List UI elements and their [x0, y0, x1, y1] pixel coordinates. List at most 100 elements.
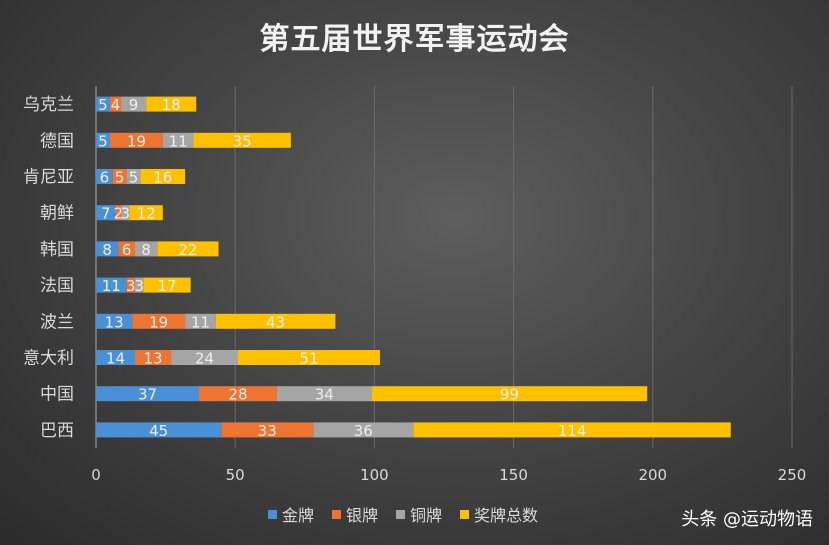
bar-segment-金牌	[96, 350, 135, 365]
data-label: 5	[98, 132, 108, 150]
bar-segment-奖牌总数	[371, 386, 648, 402]
bar-segment-奖牌总数	[413, 422, 731, 438]
bar-segment-银牌	[126, 277, 135, 293]
bar-segment-铜牌	[276, 386, 372, 402]
bar-segment-奖牌总数	[215, 313, 336, 329]
bar-segment-金牌	[96, 422, 222, 438]
legend-swatch	[396, 509, 406, 519]
data-label: 14	[106, 350, 125, 368]
bar-segment-铜牌	[126, 169, 141, 184]
bar-segment-金牌	[96, 313, 133, 329]
x-tick-label: 250	[778, 466, 807, 484]
bar-segment-奖牌总数	[129, 205, 163, 221]
x-tick-label: 50	[226, 466, 245, 484]
data-label: 7	[101, 205, 111, 223]
bar-segment-奖牌总数	[193, 132, 291, 148]
bar-segment-银牌	[221, 422, 314, 438]
legend-item: 银牌	[332, 502, 378, 526]
data-label: 5	[98, 96, 108, 114]
bar-segment-银牌	[132, 313, 186, 329]
data-label: 18	[162, 96, 181, 114]
data-label: 34	[315, 386, 334, 404]
category-label: 意大利	[23, 349, 74, 369]
data-label: 51	[299, 350, 318, 368]
data-label: 16	[153, 169, 172, 187]
category-label: 法国	[40, 276, 74, 296]
x-tick-label: 150	[499, 466, 528, 484]
data-label: 28	[228, 386, 247, 404]
data-label: 6	[122, 241, 132, 259]
legend-item: 铜牌	[396, 502, 442, 526]
data-label: 9	[129, 96, 139, 114]
data-label: 8	[141, 241, 151, 259]
data-label: 8	[102, 241, 112, 259]
bar-segment-奖牌总数	[237, 350, 380, 365]
data-label: 11	[169, 132, 188, 150]
legend-label: 银牌	[346, 506, 379, 525]
data-label: 35	[233, 132, 252, 150]
data-label: 2	[113, 205, 123, 223]
category-label: 中国	[40, 385, 74, 405]
category-label: 波兰	[40, 312, 74, 332]
legend: 金牌 银牌 铜牌 奖牌总数	[268, 502, 538, 526]
bar-segment-金牌	[96, 386, 200, 402]
category-label: 韩国	[40, 240, 74, 260]
bar-segment-金牌	[96, 277, 127, 293]
legend-swatch	[460, 509, 470, 519]
category-label: 肯尼亚	[23, 168, 74, 188]
data-label: 6	[100, 169, 110, 187]
watermark: 头条 @运动物语	[681, 509, 813, 530]
legend-swatch	[268, 509, 277, 519]
chart-title: 第五届世界军事运动会	[259, 22, 570, 57]
bar-segment-金牌	[96, 205, 116, 221]
data-label: 11	[102, 277, 121, 295]
bar-segment-银牌	[115, 205, 122, 221]
bar-segment-铜牌	[121, 205, 130, 221]
data-label: 19	[127, 132, 146, 150]
bar-segment-铜牌	[185, 313, 216, 329]
bar-segment-奖牌总数	[140, 169, 186, 184]
data-label: 12	[137, 205, 156, 223]
data-label: 19	[149, 313, 168, 331]
bar-segment-银牌	[109, 96, 122, 112]
data-label: 5	[115, 169, 125, 187]
bar-segment-奖牌总数	[146, 96, 197, 112]
category-label: 乌克兰	[23, 95, 74, 115]
bar-segment-银牌	[109, 132, 163, 148]
legend-label: 金牌	[282, 506, 315, 525]
data-label: 37	[138, 386, 157, 404]
legend-label: 奖牌总数	[474, 506, 539, 525]
bar-segment-银牌	[199, 386, 277, 402]
category-label: 德国	[40, 131, 74, 151]
legend-swatch	[332, 509, 342, 519]
category-label: 朝鲜	[40, 204, 74, 224]
bar-segment-铜牌	[162, 132, 194, 148]
bar-segment-金牌	[96, 241, 119, 257]
bar-segment-奖牌总数	[143, 277, 191, 293]
bar-segment-奖牌总数	[157, 241, 219, 257]
bar-segment-金牌	[96, 96, 110, 112]
data-label: 17	[157, 277, 176, 295]
data-label: 33	[258, 422, 277, 440]
x-tick-label: 0	[91, 466, 101, 484]
data-label: 3	[126, 277, 136, 295]
data-label: 24	[195, 350, 214, 368]
legend-label: 铜牌	[410, 506, 443, 525]
data-label: 4	[111, 96, 121, 114]
bar-segment-铜牌	[313, 422, 414, 438]
data-label: 43	[266, 313, 285, 331]
bar-segment-金牌	[96, 169, 113, 184]
data-label: 36	[354, 422, 373, 440]
bar-segment-银牌	[112, 169, 127, 184]
data-label: 3	[120, 205, 130, 223]
x-tick-label: 200	[638, 466, 667, 484]
bar-segment-银牌	[134, 350, 172, 365]
bar-segment-金牌	[96, 132, 110, 148]
x-tick-label: 100	[360, 466, 389, 484]
data-label: 11	[191, 313, 210, 331]
bar-segment-铜牌	[134, 241, 158, 257]
data-label: 45	[149, 422, 168, 440]
bar-segment-银牌	[118, 241, 135, 257]
data-label: 99	[500, 386, 519, 404]
